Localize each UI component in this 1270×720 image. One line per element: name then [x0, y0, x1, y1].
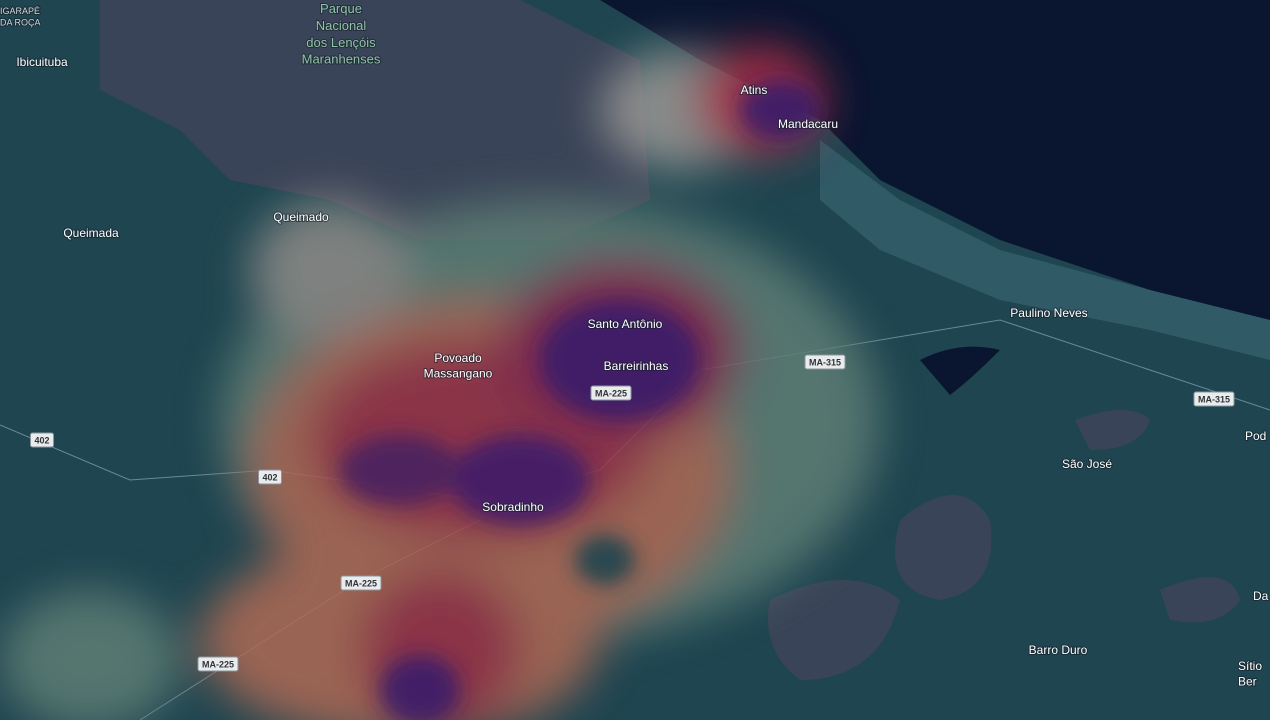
road-shield: MA-225 — [340, 575, 382, 591]
road-shield-box — [197, 656, 239, 672]
place-label-line: dos Lençóis — [306, 35, 376, 50]
place-label: IGARAPÉ DA ROÇA — [0, 6, 41, 28]
place-label-line: Atins — [741, 83, 768, 97]
place-label-line: IGARAPÉ — [0, 6, 40, 16]
road-shield-box — [29, 432, 55, 448]
place-label-line: DA ROÇA — [0, 18, 41, 28]
road-shield-label: MA-315 — [809, 357, 841, 367]
road-shield-box — [590, 385, 632, 401]
place-label-line: Sítio — [1238, 659, 1262, 673]
road-shield-label: MA-225 — [202, 659, 234, 669]
place-label: Ibicuituba — [16, 55, 68, 69]
place-label-line: Queimado — [273, 210, 329, 224]
place-label-line: Barro Duro — [1029, 643, 1088, 657]
place-label: Santo Antônio — [588, 317, 663, 331]
labels: IGARAPÉ DA ROÇA Parque Nacional dos Lençóis M… — [0, 0, 1270, 689]
place-label-line: Sobradinho — [482, 500, 544, 514]
road-shield: 402 — [257, 469, 283, 485]
road-shield: MA-315 — [804, 354, 846, 370]
place-label: Mandacaru — [778, 117, 838, 131]
heatmap — [0, 45, 880, 720]
place-label: Pod — [1245, 429, 1266, 443]
road-shield-label: 402 — [262, 472, 277, 482]
road-shield-box — [257, 469, 283, 485]
place-label-line: Barreirinhas — [604, 359, 669, 373]
place-label: Da — [1253, 589, 1269, 603]
place-label-line: Ibicuituba — [16, 55, 68, 69]
place-label: Paulino Neves — [1010, 306, 1087, 320]
place-label-line: Mandacaru — [778, 117, 838, 131]
road-shield-label: 402 — [34, 435, 49, 445]
place-label-line: Nacional — [316, 18, 367, 33]
place-label: Barreirinhas — [604, 359, 669, 373]
road-shield: MA-225 — [197, 656, 239, 672]
place-label-line: Queimada — [63, 226, 119, 240]
place-label-line: Santo Antônio — [588, 317, 663, 331]
place-label-line: Massangano — [424, 367, 493, 381]
road-shield: MA-315 — [1193, 391, 1235, 407]
place-label: Barro Duro — [1029, 643, 1088, 657]
place-label: Queimada — [63, 226, 119, 240]
place-label: São José — [1062, 457, 1112, 471]
place-label: Povoado Massangano — [424, 351, 493, 381]
place-label-line: Maranhenses — [302, 52, 381, 67]
road-shield-box — [804, 354, 846, 370]
place-label-line: Paulino Neves — [1010, 306, 1087, 320]
road-shield-box — [340, 575, 382, 591]
place-label-line: Parque — [320, 1, 362, 16]
place-label: Sítio Ber — [1238, 659, 1262, 689]
road-shield-label: MA-225 — [345, 578, 377, 588]
place-label: Atins — [741, 83, 768, 97]
road-shield-label: MA-225 — [595, 388, 627, 398]
place-label-line: São José — [1062, 457, 1112, 471]
road-shield: 402 — [29, 432, 55, 448]
place-label-line: Pod — [1245, 429, 1266, 443]
road-shield-label: MA-315 — [1198, 394, 1230, 404]
road-shield: MA-225 — [590, 385, 632, 401]
place-label-line: Ber — [1238, 675, 1257, 689]
road-shield-box — [1193, 391, 1235, 407]
place-label: Queimado — [273, 210, 329, 224]
place-label: Parque Nacional dos Lençóis Maranhenses — [302, 1, 381, 67]
place-label: Sobradinho — [482, 500, 544, 514]
place-label-line: Povoado — [434, 351, 482, 365]
place-label-line: Da — [1253, 589, 1269, 603]
